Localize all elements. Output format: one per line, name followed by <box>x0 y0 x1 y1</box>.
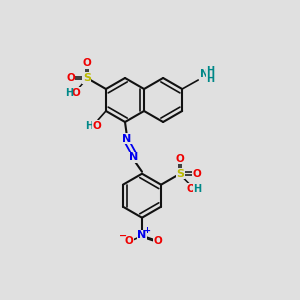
Text: S: S <box>176 169 184 179</box>
Text: H: H <box>193 184 201 194</box>
Text: H: H <box>206 66 214 76</box>
Text: N: N <box>200 69 208 79</box>
Text: S: S <box>83 73 91 83</box>
Text: O: O <box>124 236 134 246</box>
Text: O: O <box>154 236 162 246</box>
Text: −: − <box>119 231 127 241</box>
Text: O: O <box>176 154 184 164</box>
Text: N: N <box>122 134 132 143</box>
Text: O: O <box>93 121 101 131</box>
Text: H: H <box>65 88 73 98</box>
Text: O: O <box>66 73 75 83</box>
Text: O: O <box>192 169 201 179</box>
Text: +: + <box>143 226 151 235</box>
Text: N: N <box>129 152 139 162</box>
Text: N: N <box>137 230 147 240</box>
Text: O: O <box>82 58 91 68</box>
Text: O: O <box>187 184 196 194</box>
Text: H: H <box>85 121 93 131</box>
Text: H: H <box>206 74 214 84</box>
Text: O: O <box>71 88 80 98</box>
